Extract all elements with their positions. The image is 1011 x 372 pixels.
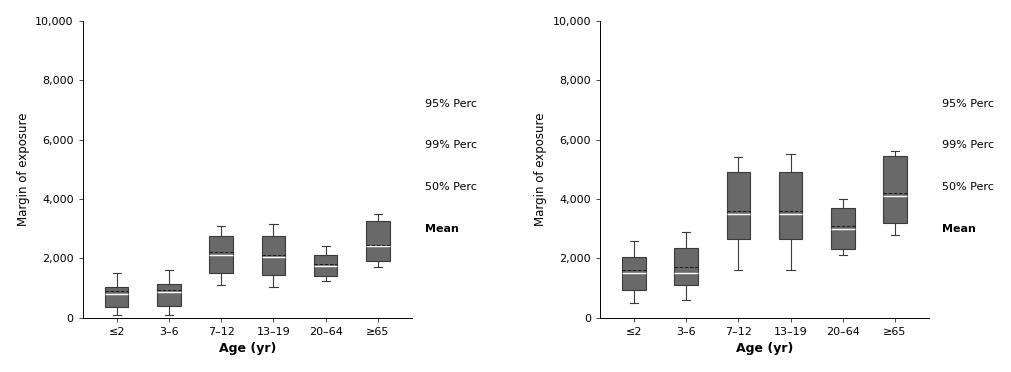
Bar xyxy=(883,156,906,223)
Text: 50% Perc: 50% Perc xyxy=(941,182,993,192)
Text: 95% Perc: 95% Perc xyxy=(425,99,476,109)
Text: Mean: Mean xyxy=(425,224,458,234)
Bar xyxy=(778,172,802,239)
Bar xyxy=(830,208,853,249)
Bar xyxy=(209,236,233,273)
Text: 50% Perc: 50% Perc xyxy=(425,182,476,192)
Bar xyxy=(105,286,128,307)
Bar xyxy=(366,221,389,261)
Bar xyxy=(726,172,749,239)
Y-axis label: Margin of exposure: Margin of exposure xyxy=(533,112,546,226)
X-axis label: Age (yr): Age (yr) xyxy=(735,342,793,355)
Text: 99% Perc: 99% Perc xyxy=(941,141,993,150)
Text: Mean: Mean xyxy=(941,224,975,234)
X-axis label: Age (yr): Age (yr) xyxy=(218,342,276,355)
Bar xyxy=(157,283,181,306)
Y-axis label: Margin of exposure: Margin of exposure xyxy=(16,112,29,226)
Bar xyxy=(313,255,337,276)
Bar xyxy=(673,248,698,285)
Bar xyxy=(622,257,645,289)
Bar xyxy=(262,236,285,275)
Text: 95% Perc: 95% Perc xyxy=(941,99,993,109)
Text: 99% Perc: 99% Perc xyxy=(425,141,476,150)
